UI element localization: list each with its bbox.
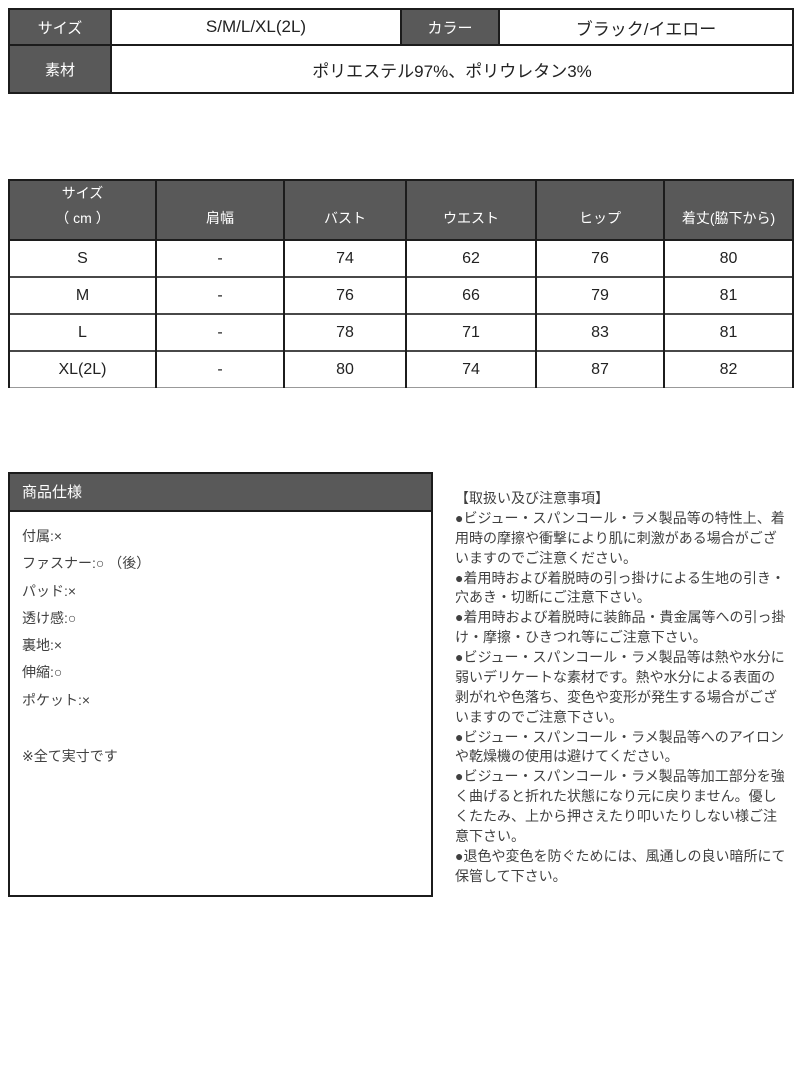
header-bust: バスト — [283, 179, 407, 241]
handling-note-item: ●ビジュー・スパンコール・ラメ製品等へのアイロンや乾燥機の使用は避けてください。 — [455, 728, 785, 765]
size-chart-cell: L — [8, 313, 157, 351]
spec-item: ポケット:× — [22, 691, 91, 708]
size-chart-cell: 81 — [663, 276, 794, 314]
size-chart-cell: 74 — [405, 350, 537, 388]
handling-note-item: ●ビジュー・スパンコール・ラメ製品等の特性上、着用時の摩擦や衝撃により肌に刺激が… — [455, 509, 785, 566]
handling-notes: 【取扱い及び注意事項】 ●ビジュー・スパンコール・ラメ製品等の特性上、着用時の摩… — [433, 472, 792, 887]
size-label: サイズ — [8, 8, 112, 46]
handling-note-item: ●ビジュー・スパンコール・ラメ製品等加工部分を強く曲げると折れた状態になり元に戻… — [455, 768, 785, 844]
spec-item: 伸縮:○ — [22, 664, 63, 681]
material-value: ポリエステル97%、ポリウレタン3% — [110, 44, 794, 94]
handling-notes-title: 【取扱い及び注意事項】 — [455, 490, 609, 506]
size-chart-cell: - — [155, 350, 285, 388]
header-shoulder-width: 肩幅 — [155, 179, 285, 241]
spec-note: ※全て実寸です — [22, 748, 118, 765]
product-spec-box: 商品仕様 付属:× ファスナー:○ （後） パッド:× 透け感:○ 裏地:× 伸… — [8, 472, 433, 897]
spec-item: 透け感:○ — [22, 609, 77, 626]
size-chart-cell: 80 — [283, 350, 407, 388]
size-chart-cell: 81 — [663, 313, 794, 351]
size-chart-cell: XL(2L) — [8, 350, 157, 388]
size-chart-cell: - — [155, 313, 285, 351]
size-chart-table: サイズ （ cm ） 肩幅 バスト ウエスト ヒップ 着丈(脇下から) S - … — [8, 179, 794, 388]
handling-note-item: ●着用時および着脱時の引っ掛けによる生地の引き・穴あき・切断にご注意下さい。 — [455, 569, 786, 606]
size-chart-cell: 79 — [535, 276, 665, 314]
bottom-section: 商品仕様 付属:× ファスナー:○ （後） パッド:× 透け感:○ 裏地:× 伸… — [8, 472, 792, 897]
color-value: ブラック/イエロー — [498, 8, 794, 46]
size-row-s: S - 74 62 76 80 — [8, 239, 794, 277]
handling-note-item: ●ビジュー・スパンコール・ラメ製品等は熱や水分に弱いデリケートな素材です。熱や水… — [455, 649, 785, 725]
spec-box-title: 商品仕様 — [10, 474, 431, 512]
size-chart-cell: S — [8, 239, 157, 277]
spec-item: 裏地:× — [22, 637, 63, 654]
handling-note-item: ●退色や変色を防ぐためには、風通しの良い暗所にて保管して下さい。 — [455, 847, 786, 884]
spec-item: パッド:× — [22, 582, 77, 599]
size-chart-cell: 71 — [405, 313, 537, 351]
spec-box-body: 付属:× ファスナー:○ （後） パッド:× 透け感:○ 裏地:× 伸縮:○ ポ… — [10, 512, 431, 781]
spec-item: 付属:× — [22, 528, 63, 544]
size-row-xl2l: XL(2L) - 80 74 87 82 — [8, 350, 794, 388]
size-chart-cell: 78 — [283, 313, 407, 351]
size-chart-cell: M — [8, 276, 157, 314]
size-chart-cell: - — [155, 239, 285, 277]
header-length: 着丈(脇下から) — [663, 179, 794, 241]
product-spec-table: サイズ S/M/L/XL(2L) カラー ブラック/イエロー 素材 ポリエステル… — [8, 8, 794, 94]
spec-item: ファスナー:○ （後） — [22, 555, 151, 572]
header-waist: ウエスト — [405, 179, 537, 241]
size-row-m: M - 76 66 79 81 — [8, 276, 794, 314]
size-row-l: L - 78 71 83 81 — [8, 313, 794, 351]
size-chart-cell: 80 — [663, 239, 794, 277]
spec-row-material: 素材 ポリエステル97%、ポリウレタン3% — [8, 44, 794, 94]
size-chart-cell: - — [155, 276, 285, 314]
size-chart-cell: 62 — [405, 239, 537, 277]
header-hip: ヒップ — [535, 179, 665, 241]
size-chart-cell: 76 — [283, 276, 407, 314]
material-label: 素材 — [8, 44, 112, 94]
handling-note-item: ●着用時および着脱時に装飾品・貴金属等への引っ掛け・摩擦・ひきつれ等にご注意下さ… — [455, 609, 786, 646]
size-chart-header-row: サイズ （ cm ） 肩幅 バスト ウエスト ヒップ 着丈(脇下から) — [8, 179, 794, 241]
size-chart-cell: 87 — [535, 350, 665, 388]
size-chart-cell: 74 — [283, 239, 407, 277]
spec-row-size-color: サイズ S/M/L/XL(2L) カラー ブラック/イエロー — [8, 8, 794, 46]
color-label: カラー — [400, 8, 500, 46]
size-value: S/M/L/XL(2L) — [110, 8, 402, 46]
size-chart-cell: 82 — [663, 350, 794, 388]
size-chart-cell: 76 — [535, 239, 665, 277]
size-chart-cell: 83 — [535, 313, 665, 351]
header-size-cm: サイズ （ cm ） — [8, 179, 157, 241]
size-chart-cell: 66 — [405, 276, 537, 314]
